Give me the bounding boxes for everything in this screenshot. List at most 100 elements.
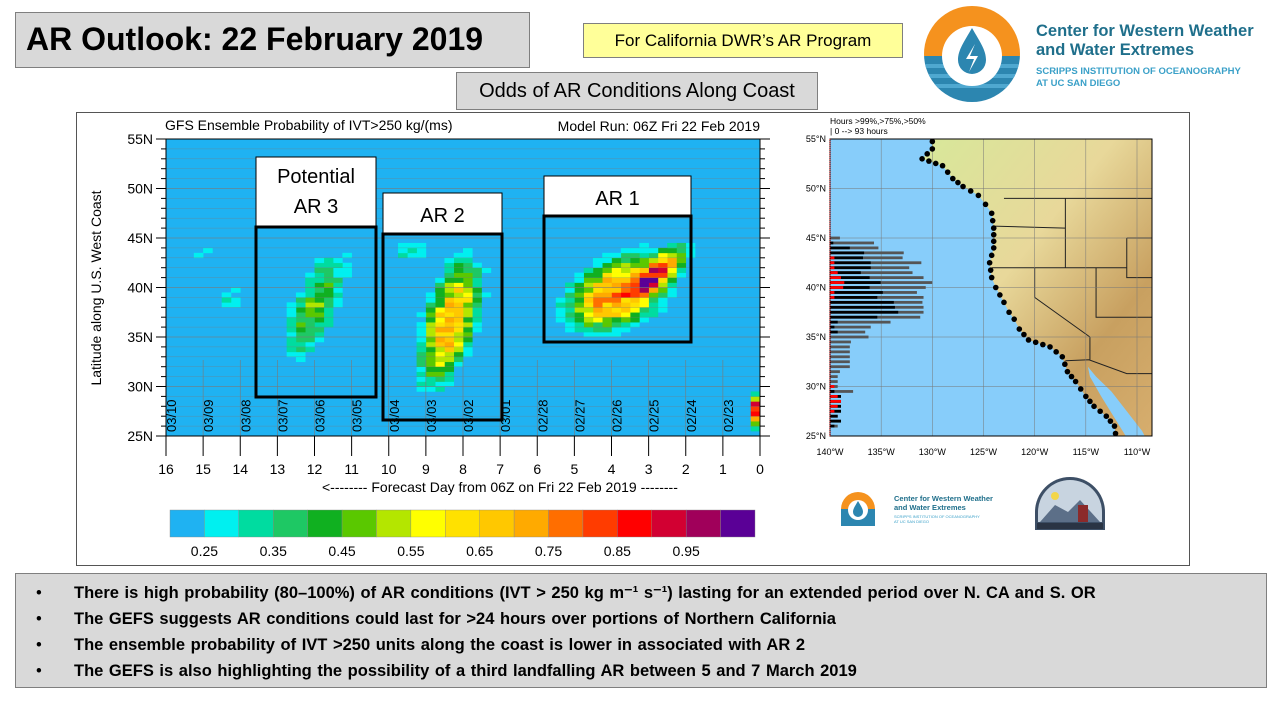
colorbar-swatch — [307, 509, 343, 538]
heatmap-cell — [221, 297, 232, 303]
coast-point — [929, 146, 936, 152]
heatmap-cell — [620, 327, 631, 333]
coast-point — [1040, 341, 1046, 348]
heatmap-cell — [657, 282, 668, 288]
heatmap-cell — [435, 282, 445, 288]
heatmap-cell — [574, 312, 584, 318]
annotation-box — [542, 214, 693, 344]
heatmap-cell — [602, 317, 612, 323]
date-label: 03/03 — [424, 399, 439, 432]
heatmap-cell — [463, 302, 473, 308]
heatmap-cell — [611, 282, 622, 288]
heatmap-cell — [472, 297, 482, 303]
heatmap-cell — [620, 302, 631, 308]
map-y-label: 40°N — [806, 283, 826, 293]
heatmap-cell — [444, 267, 455, 273]
heatmap-cell — [444, 287, 455, 293]
heatmap-cells — [193, 242, 761, 432]
colorbar-label: 0.35 — [260, 543, 287, 559]
heatmap-cell — [611, 332, 622, 338]
heatmap-cell — [314, 317, 325, 323]
heatmap-cell — [555, 317, 566, 323]
heatmap-cell — [295, 346, 306, 353]
date-label: 02/24 — [684, 399, 699, 432]
heatmap-cell — [592, 257, 603, 264]
heatmap-cell — [435, 277, 445, 283]
coast-point — [1087, 398, 1093, 405]
date-label: 03/06 — [313, 399, 328, 432]
heatmap-cell — [463, 351, 473, 358]
hour-bar-75pct — [830, 266, 871, 270]
annotation-label: AR 2 — [420, 205, 464, 227]
heatmap-cell — [648, 262, 659, 268]
coast-point — [1072, 378, 1079, 385]
heatmap-cell — [676, 272, 687, 278]
date-label: 03/01 — [498, 399, 513, 432]
heatmap-cell — [305, 341, 315, 348]
heatmap-cell — [611, 317, 622, 323]
heatmap-cell — [602, 252, 612, 259]
heatmap-cell — [435, 386, 445, 392]
x-tick-label: 2 — [682, 461, 690, 477]
heatmap-cell — [657, 277, 668, 283]
heatmap-cell — [286, 341, 297, 348]
heatmap-cell — [639, 282, 649, 288]
heatmap-cell — [463, 312, 473, 318]
heatmap-cell — [472, 327, 482, 333]
heatmap-cell — [314, 267, 325, 273]
heatmap-cell — [435, 356, 445, 363]
heatmap-cell — [657, 267, 668, 273]
logo-name-1: Center for Western Weather — [1036, 22, 1254, 40]
heatmap-cell — [333, 277, 343, 283]
colorbar-swatch — [410, 509, 446, 538]
heatmap-cell — [630, 312, 640, 318]
x-tick-label: 9 — [422, 461, 430, 477]
cw3e-logo-icon — [924, 6, 1020, 102]
heatmap-cell — [639, 247, 649, 254]
heatmap-cell — [463, 277, 473, 283]
heatmap-cell — [620, 252, 631, 259]
heatmap-cell — [463, 332, 473, 338]
coast-point — [992, 284, 999, 291]
heatmap-cell — [435, 341, 445, 348]
coast-point — [986, 259, 993, 266]
heatmap-cell — [453, 302, 464, 308]
x-tick-label: 6 — [533, 461, 541, 477]
heatmap-cell — [602, 277, 612, 283]
heatmap-cell — [667, 252, 677, 259]
heatmap-cell — [416, 371, 427, 377]
hour-bar-50pct — [830, 281, 933, 284]
heatmap-cell — [667, 272, 677, 278]
hour-bar-75pct — [830, 300, 894, 304]
heatmap-cell — [611, 312, 622, 318]
heatmap-cell — [639, 302, 649, 308]
heatmap-cell — [444, 381, 455, 387]
heatmap-cell — [574, 272, 584, 278]
hour-bar-50pct — [830, 330, 866, 334]
map-axes: 140°W 135°W 130°W 125°W 120°W 115°W 110°W 25°N 3… — [806, 134, 1151, 457]
heatmap-cell — [416, 381, 427, 387]
hour-bar-50pct — [830, 325, 871, 329]
coast-point — [939, 162, 946, 169]
heatmap-cell — [574, 322, 584, 328]
hour-bar-75pct — [830, 424, 835, 428]
heatmap-cell — [676, 257, 687, 264]
heatmap-cell — [583, 287, 594, 293]
heatmap-cell — [435, 361, 445, 367]
coast-point — [929, 139, 936, 145]
heatmap-cell — [453, 312, 464, 318]
heatmap-cell — [667, 267, 677, 273]
heatmap-cell — [630, 302, 640, 308]
heatmap-cell — [583, 272, 594, 278]
heatmap-cell — [295, 327, 306, 333]
heatmap-cell — [602, 312, 612, 318]
heatmap-cell — [230, 302, 241, 308]
heatmap-cell — [611, 262, 622, 268]
hour-bar-50pct — [830, 246, 879, 250]
heatmap-cell — [463, 247, 473, 254]
heatmap-cell — [583, 312, 594, 318]
heatmap-cell — [648, 282, 659, 288]
heatmap-cell — [611, 292, 622, 298]
heatmap-cell — [565, 302, 575, 308]
